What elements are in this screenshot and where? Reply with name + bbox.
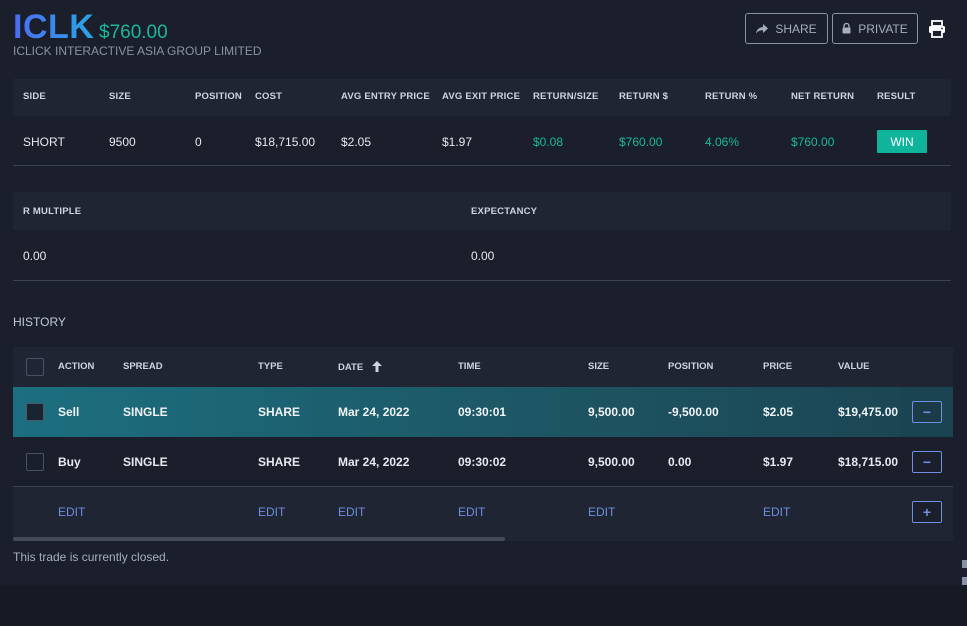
- date-cell: Mar 24, 2022: [338, 455, 410, 469]
- cost-value: $18,715.00: [255, 135, 316, 149]
- col-date-label: DATE: [338, 362, 364, 373]
- type-cell: SHARE: [258, 455, 301, 469]
- action-cell: Buy: [58, 455, 81, 469]
- edit-action-link[interactable]: EDIT: [58, 505, 86, 519]
- share-label: SHARE: [775, 21, 817, 36]
- sort-ascending-icon: [371, 361, 382, 372]
- time-cell: 09:30:02: [458, 455, 507, 469]
- trade-return-amount: $760.00: [99, 22, 168, 43]
- resize-handle-top[interactable]: [962, 560, 967, 568]
- edit-row: EDIT EDIT EDIT EDIT EDIT EDIT +: [13, 487, 953, 537]
- action-cell: Sell: [58, 405, 80, 419]
- col-r-multiple: R MULTIPLE: [23, 206, 82, 217]
- col-result: RESULT: [877, 91, 916, 102]
- result-badge: WIN: [877, 130, 927, 153]
- col-return-size: RETURN/SIZE: [533, 91, 599, 102]
- expectancy-value: 0.00: [471, 249, 495, 263]
- avg-exit-value: $1.97: [442, 135, 473, 149]
- remove-row-button[interactable]: −: [912, 451, 942, 473]
- col-cost: COST: [255, 91, 283, 102]
- ticker-symbol: ICLK: [13, 8, 95, 46]
- r-multiple-value: 0.00: [23, 249, 47, 263]
- stats-header-row: SIDE SIZE POSITION COST AVG ENTRY PRICE …: [13, 79, 951, 116]
- return-dollar-value: $760.00: [619, 135, 663, 149]
- avg-entry-value: $2.05: [341, 135, 372, 149]
- col-avg-exit: AVG EXIT PRICE: [442, 91, 521, 102]
- lock-icon: [842, 23, 851, 34]
- col-side: SIDE: [23, 91, 46, 102]
- edit-size-link[interactable]: EDIT: [588, 505, 616, 519]
- col-return-dollar: RETURN $: [619, 91, 669, 102]
- edit-type-link[interactable]: EDIT: [258, 505, 286, 519]
- col-action[interactable]: ACTION: [58, 361, 95, 372]
- table-row[interactable]: Buy SINGLE SHARE Mar 24, 2022 09:30:02 9…: [13, 437, 953, 487]
- private-button[interactable]: PRIVATE: [832, 13, 918, 44]
- col-date[interactable]: DATE: [338, 361, 382, 373]
- col-value[interactable]: VALUE: [838, 361, 870, 372]
- type-cell: SHARE: [258, 405, 301, 419]
- side-value: SHORT: [23, 135, 65, 149]
- time-cell: 09:30:01: [458, 405, 507, 419]
- risk-header-row: R MULTIPLE EXPECTANCY: [13, 192, 951, 230]
- return-size-value: $0.08: [533, 135, 564, 149]
- edit-date-link[interactable]: EDIT: [338, 505, 366, 519]
- size-value: 9500: [109, 135, 136, 149]
- stats-value-row: SHORT 9500 0 $18,715.00 $2.05 $1.97 $0.0…: [13, 116, 951, 166]
- col-spread[interactable]: SPREAD: [123, 361, 163, 372]
- date-cell: Mar 24, 2022: [338, 405, 410, 419]
- row-checkbox[interactable]: [26, 403, 44, 421]
- share-icon: [756, 23, 769, 33]
- share-button[interactable]: SHARE: [745, 13, 828, 44]
- horizontal-scrollbar-thumb[interactable]: [13, 537, 505, 541]
- remove-row-button[interactable]: −: [912, 401, 942, 423]
- select-all-checkbox[interactable]: [26, 358, 44, 376]
- position-cell: 0.00: [668, 455, 692, 469]
- history-header-row: ACTION SPREAD TYPE DATE TIME SIZE POSITI…: [13, 347, 953, 387]
- history-title: HISTORY: [13, 315, 66, 329]
- private-label: PRIVATE: [858, 21, 908, 36]
- col-time[interactable]: TIME: [458, 361, 481, 372]
- col-type[interactable]: TYPE: [258, 361, 283, 372]
- col-net-return: NET RETURN: [791, 91, 855, 102]
- col-position: POSITION: [195, 91, 242, 102]
- edit-price-link[interactable]: EDIT: [763, 505, 791, 519]
- col-position[interactable]: POSITION: [668, 361, 714, 372]
- row-checkbox[interactable]: [26, 453, 44, 471]
- spread-cell: SINGLE: [123, 455, 168, 469]
- price-cell: $2.05: [763, 405, 794, 419]
- add-row-button[interactable]: +: [912, 501, 942, 523]
- trade-panel: ICLK $760.00 ICLICK INTERACTIVE ASIA GRO…: [13, 8, 953, 564]
- position-value: 0: [195, 135, 202, 149]
- col-return-pct: RETURN %: [705, 91, 758, 102]
- price-cell: $1.97: [763, 455, 794, 469]
- col-price[interactable]: PRICE: [763, 361, 793, 372]
- print-icon[interactable]: [928, 20, 946, 38]
- position-cell: -9,500.00: [668, 405, 719, 419]
- edit-time-link[interactable]: EDIT: [458, 505, 486, 519]
- company-name: ICLICK INTERACTIVE ASIA GROUP LIMITED: [13, 44, 262, 58]
- col-size: SIZE: [109, 91, 131, 102]
- table-row[interactable]: Sell SINGLE SHARE Mar 24, 2022 09:30:01 …: [13, 387, 953, 437]
- risk-value-row: 0.00 0.00: [13, 230, 951, 281]
- resize-handle-bottom[interactable]: [962, 577, 967, 585]
- value-cell: $19,475.00: [838, 405, 899, 419]
- spread-cell: SINGLE: [123, 405, 168, 419]
- col-size[interactable]: SIZE: [588, 361, 610, 372]
- col-expectancy: EXPECTANCY: [471, 206, 538, 217]
- size-cell: 9,500.00: [588, 405, 635, 419]
- col-avg-entry: AVG ENTRY PRICE: [341, 91, 430, 102]
- trade-status-note: This trade is currently closed.: [13, 550, 170, 564]
- net-return-value: $760.00: [791, 135, 835, 149]
- value-cell: $18,715.00: [838, 455, 899, 469]
- return-pct-value: 4.06%: [705, 135, 740, 149]
- size-cell: 9,500.00: [588, 455, 635, 469]
